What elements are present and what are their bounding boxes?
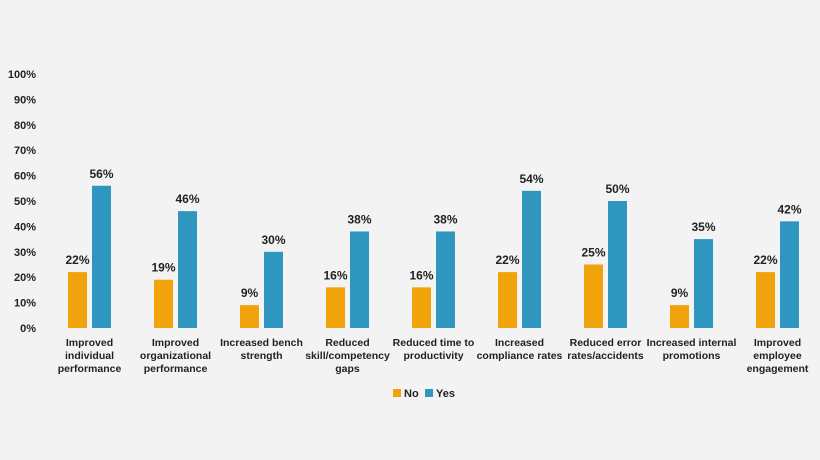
category-label: Reduced skill/competency gaps <box>305 337 390 375</box>
category-label-line: individual <box>65 350 114 362</box>
data-label: 35% <box>691 220 715 234</box>
data-label: 38% <box>433 212 457 226</box>
bar-no <box>584 264 603 328</box>
category-label-line: promotions <box>663 350 721 362</box>
bar-yes <box>780 221 799 328</box>
y-tick-label: 70% <box>14 145 36 157</box>
bar-yes <box>608 201 627 328</box>
data-label: 54% <box>519 172 543 186</box>
bar-group: 22% 42% <box>753 202 802 328</box>
data-label: 19% <box>151 261 175 275</box>
legend: No Yes <box>393 388 455 400</box>
bar-no <box>412 287 431 328</box>
category-label: Reduced time to productivity <box>393 337 475 362</box>
category-label-line: compliance rates <box>477 350 563 362</box>
data-label: 42% <box>777 202 801 216</box>
y-tick-label: 100% <box>8 69 36 81</box>
data-label: 50% <box>605 182 629 196</box>
category-label-line: performance <box>144 363 208 375</box>
y-axis: 0% 10% 20% 30% 40% 50% 60% 70% 80% 90% 100% <box>8 69 36 335</box>
legend-swatch-no <box>393 389 401 397</box>
category-label-line: Reduced time to <box>393 337 475 349</box>
y-tick-label: 20% <box>14 272 36 284</box>
bar-group: 22% 56% <box>65 167 114 328</box>
data-label: 22% <box>65 253 89 267</box>
category-label-line: rates/accidents <box>567 350 644 362</box>
bar-group: 19% 46% <box>151 192 200 328</box>
bar-yes <box>350 231 369 328</box>
category-label-line: Increased internal <box>647 337 737 349</box>
category-label-line: engagement <box>747 363 809 375</box>
bar-group: 16% 38% <box>409 212 458 328</box>
bar-no <box>326 287 345 328</box>
data-label: 22% <box>495 253 519 267</box>
category-label-line: Increased <box>495 337 544 349</box>
category-label: Increased bench strength <box>220 337 303 362</box>
bar-group: 9% 35% <box>670 220 716 328</box>
bar-yes <box>522 190 541 328</box>
bar-no <box>498 272 517 328</box>
category-label-line: Reduced error <box>570 337 642 349</box>
bar-yes <box>436 231 455 328</box>
y-tick-label: 10% <box>14 298 36 310</box>
bar-yes <box>92 185 111 328</box>
bar-yes <box>264 251 283 328</box>
data-label: 9% <box>671 286 689 300</box>
y-tick-label: 90% <box>14 94 36 106</box>
data-label: 46% <box>175 192 199 206</box>
category-label-line: Improved <box>66 337 113 349</box>
category-label: Increased internal promotions <box>647 337 737 362</box>
category-label-line: Improved <box>754 337 801 349</box>
y-tick-label: 30% <box>14 247 36 259</box>
category-label-line: Reduced <box>325 337 369 349</box>
legend-label-yes: Yes <box>436 388 455 400</box>
y-tick-label: 50% <box>14 196 36 208</box>
y-tick-label: 0% <box>20 323 36 335</box>
category-label: Improved organizational performance <box>140 337 211 375</box>
data-label: 38% <box>347 212 371 226</box>
category-label: Increased compliance rates <box>477 337 563 362</box>
bar-no <box>68 272 87 328</box>
bar-group: 22% 54% <box>495 172 544 328</box>
data-label: 9% <box>241 286 259 300</box>
data-label: 22% <box>753 253 777 267</box>
bars: 22% 56% 19% 46% 9% 30% 16% 38% 16% 38% 22% 54% 25% 50… <box>65 167 802 328</box>
category-label-line: Increased bench <box>220 337 303 349</box>
category-label-line: performance <box>58 363 122 375</box>
data-label: 16% <box>409 268 433 282</box>
category-label-line: strength <box>241 350 283 362</box>
bar-no <box>240 305 259 328</box>
category-label: Improved employee engagement <box>747 337 809 375</box>
category-label: Reduced error rates/accidents <box>567 337 644 362</box>
category-label-line: organizational <box>140 350 211 362</box>
bar-no <box>756 272 775 328</box>
category-label-line: employee <box>753 350 802 362</box>
data-label: 56% <box>89 167 113 181</box>
y-tick-label: 80% <box>14 120 36 132</box>
bar-group: 16% 38% <box>323 212 372 328</box>
y-tick-label: 40% <box>14 221 36 233</box>
category-label: Improved individual performance <box>58 337 122 375</box>
legend-swatch-yes <box>425 389 433 397</box>
data-label: 25% <box>581 246 605 260</box>
data-label: 30% <box>261 233 285 247</box>
data-label: 16% <box>323 268 347 282</box>
bar-no <box>670 305 689 328</box>
category-label-line: Improved <box>152 337 199 349</box>
legend-label-no: No <box>404 388 419 400</box>
category-label-line: productivity <box>403 350 463 362</box>
category-label-line: skill/competency <box>305 350 390 362</box>
bar-yes <box>178 211 197 328</box>
y-tick-label: 60% <box>14 171 36 183</box>
bar-yes <box>694 239 713 328</box>
category-label-line: gaps <box>335 363 360 375</box>
bar-group: 9% 30% <box>240 233 286 328</box>
bar-no <box>154 279 173 328</box>
bar-group: 25% 50% <box>581 182 630 328</box>
